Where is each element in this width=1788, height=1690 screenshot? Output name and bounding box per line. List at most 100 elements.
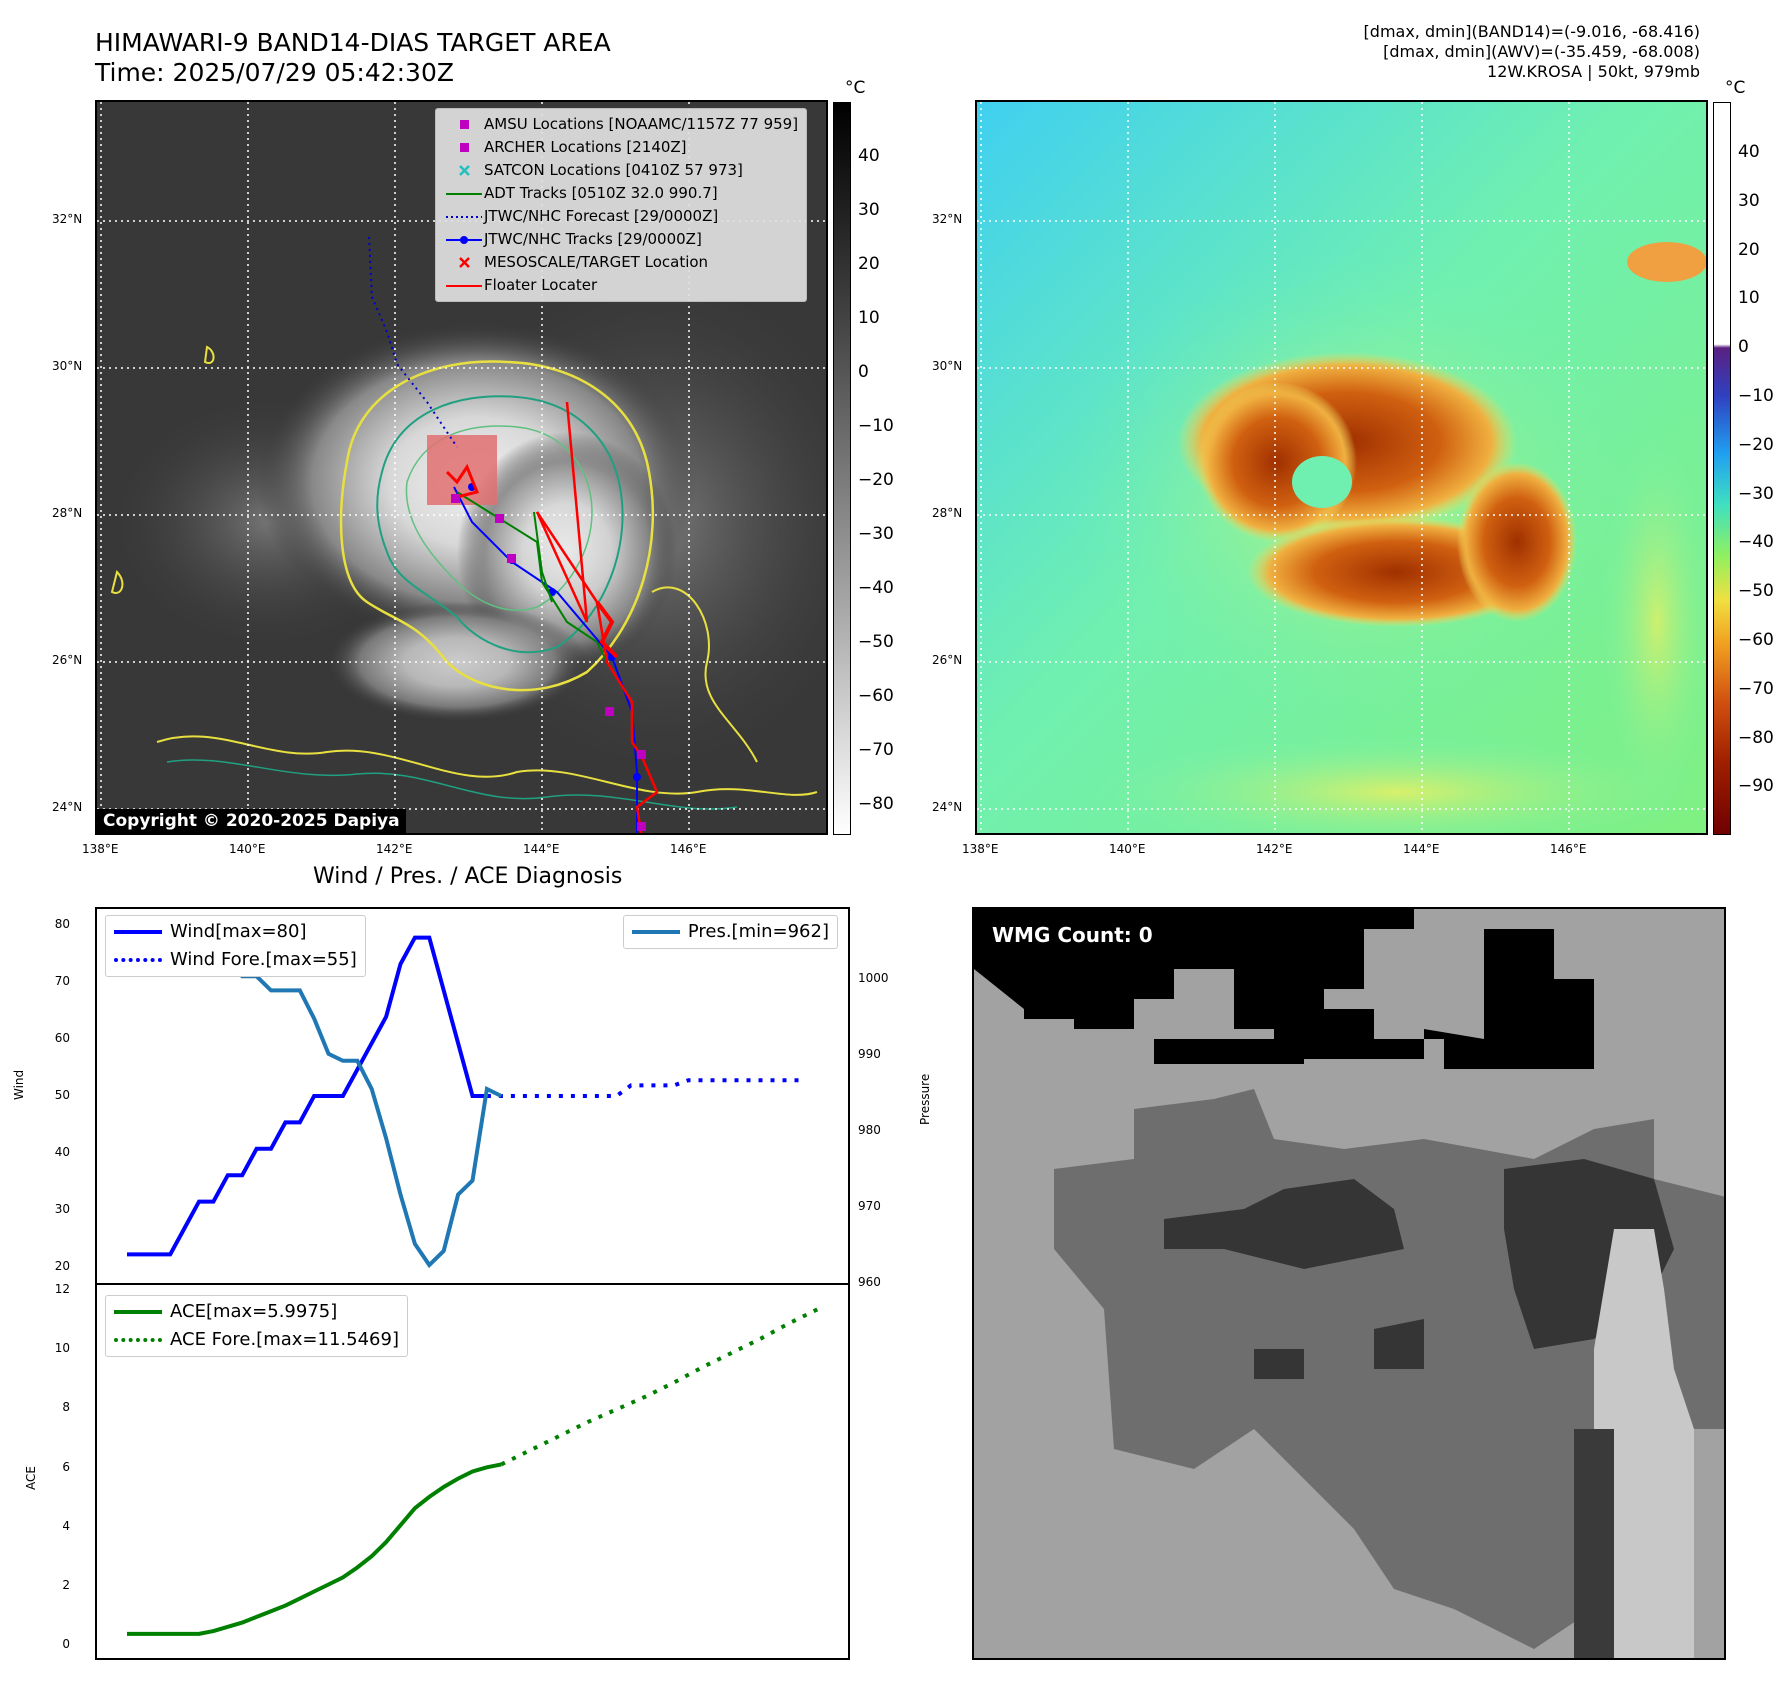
colorbar-tick-label: −80 xyxy=(858,794,894,814)
colorbar-tick-label: −10 xyxy=(1738,386,1774,406)
solid-line-icon xyxy=(631,930,680,934)
ir-colorbar xyxy=(833,102,851,835)
pressure-axis-label: Pressure xyxy=(918,1073,932,1125)
legend-item: ARCHER Locations [2140Z] xyxy=(444,136,798,159)
lon-label: 146°E xyxy=(670,842,707,856)
legend-item: JTWC/NHC Tracks [29/0000Z] xyxy=(444,228,798,251)
solid-line-icon xyxy=(114,1310,162,1314)
axis-tick-label: 70 xyxy=(54,974,70,988)
colorbar-unit: °C xyxy=(1725,78,1746,98)
wind-series-line xyxy=(127,935,487,1257)
ir-map-panel: AMSU Locations [NOAAMC/1157Z 77 959] ARC… xyxy=(95,100,828,835)
wind-axis-label: Wind xyxy=(12,1069,26,1100)
lon-label: 138°E xyxy=(962,842,999,856)
square-marker-icon xyxy=(444,113,484,136)
lon-label: 144°E xyxy=(1403,842,1440,856)
lon-label: 140°E xyxy=(229,842,266,856)
colorbar-tick-label: 10 xyxy=(858,308,880,328)
legend-item: Wind Fore.[max=55] xyxy=(114,946,357,974)
colorbar-tick-label: −30 xyxy=(858,524,894,544)
axis-tick-label: 990 xyxy=(858,1047,881,1061)
lat-label: 28°N xyxy=(932,506,963,520)
colorbar-tick-label: −70 xyxy=(858,740,894,760)
axis-tick-label: 6 xyxy=(62,1459,70,1474)
colorbar-tick-label: −60 xyxy=(858,686,894,706)
awv-map-image xyxy=(977,102,1706,833)
lon-label: 140°E xyxy=(1109,842,1146,856)
colorbar-tick-label: 20 xyxy=(1738,239,1760,260)
chart-time: Time: 2025/07/29 05:42:30Z xyxy=(95,58,454,87)
lat-label: 24°N xyxy=(52,800,83,814)
info-band14: [dmax, dmin](BAND14)=(-9.016, -68.416) xyxy=(1363,22,1700,41)
axis-tick-label: 40 xyxy=(54,1145,70,1159)
axis-tick-label: 50 xyxy=(54,1088,70,1102)
pressure-legend: Pres.[min=962] xyxy=(622,915,838,949)
line-dot-icon xyxy=(444,228,484,251)
colorbar-tick-label: −50 xyxy=(1738,581,1774,602)
lon-label: 142°E xyxy=(1256,842,1293,856)
colorbar-tick-label: −10 xyxy=(858,416,894,436)
lon-label: 142°E xyxy=(376,842,413,856)
axis-tick-label: 30 xyxy=(54,1202,70,1216)
diagnosis-title: Wind / Pres. / ACE Diagnosis xyxy=(313,864,623,889)
axis-tick-label: 970 xyxy=(858,1199,881,1213)
axis-tick-label: 12 xyxy=(54,1282,70,1296)
wind-legend: Wind[max=80] Wind Fore.[max=55] xyxy=(105,915,366,977)
axis-tick-label: 1000 xyxy=(858,971,889,985)
colorbar-tick-label: 30 xyxy=(1738,190,1760,211)
lat-label: 30°N xyxy=(52,359,83,373)
lat-label: 24°N xyxy=(932,800,963,814)
wind-forecast-line xyxy=(486,1078,804,1098)
colorbar-tick-label: 10 xyxy=(1738,288,1760,309)
legend-item: Pres.[min=962] xyxy=(631,918,829,946)
axis-tick-label: 10 xyxy=(54,1341,70,1356)
lat-label: 26°N xyxy=(932,653,963,667)
axis-tick-label: 2 xyxy=(62,1577,70,1592)
axis-tick-label: 980 xyxy=(858,1123,881,1137)
square-marker-icon xyxy=(444,136,484,159)
copyright-label: Copyright © 2020-2025 Dapiya xyxy=(97,809,406,833)
colorbar-tick-label: −70 xyxy=(1738,678,1774,699)
colorbar-tick-label: −20 xyxy=(1738,434,1774,455)
ace-plot xyxy=(127,1307,819,1636)
colorbar-tick-label: 40 xyxy=(858,146,880,166)
legend-item: ADT Tracks [0510Z 32.0 990.7] xyxy=(444,182,798,205)
solid-line-icon xyxy=(114,930,162,934)
lat-label: 32°N xyxy=(932,212,963,226)
colorbar-unit: °C xyxy=(845,78,866,98)
x-marker-icon xyxy=(444,159,484,182)
ace-axis-label: ACE xyxy=(24,1466,38,1490)
wmg-image xyxy=(974,909,1724,1658)
lat-label: 26°N xyxy=(52,653,83,667)
info-block: [dmax, dmin](BAND14)=(-9.016, -68.416) [… xyxy=(1364,22,1700,82)
chart-title: HIMAWARI-9 BAND14-DIAS TARGET AREA xyxy=(95,28,611,57)
wind-pressure-panel: Wind[max=80] Wind Fore.[max=55] Pres.[mi… xyxy=(95,907,850,1285)
info-storm: 12W.KROSA | 50kt, 979mb xyxy=(1487,62,1700,81)
lat-label: 28°N xyxy=(52,506,83,520)
x-marker-icon xyxy=(444,251,484,274)
ace-forecast-line xyxy=(500,1307,819,1467)
ace-series-line xyxy=(127,1462,502,1636)
colorbar-tick-label: −40 xyxy=(1738,532,1774,553)
colorbar-tick-label: 0 xyxy=(858,362,869,382)
lat-label: 30°N xyxy=(932,359,963,373)
awv-map-panel xyxy=(975,100,1708,835)
legend-item: Floater Locater xyxy=(444,274,798,297)
axis-tick-label: 4 xyxy=(62,1518,70,1533)
colorbar-tick-label: 30 xyxy=(858,200,880,220)
colorbar-tick-label: −30 xyxy=(1738,483,1774,504)
colorbar-tick-label: 0 xyxy=(1738,337,1749,358)
colorbar-tick-label: −50 xyxy=(858,632,894,652)
legend-item: ACE Fore.[max=11.5469] xyxy=(114,1326,399,1354)
lon-label: 138°E xyxy=(82,842,119,856)
colorbar-tick-label: 20 xyxy=(858,254,880,274)
legend-item: MESOSCALE/TARGET Location xyxy=(444,251,798,274)
dotted-line-icon xyxy=(444,205,484,228)
axis-tick-label: 8 xyxy=(62,1400,70,1415)
colorbar-tick-label: −20 xyxy=(858,470,894,490)
axis-tick-label: 960 xyxy=(858,1275,881,1289)
line-marker-icon xyxy=(444,182,484,205)
axis-tick-label: 0 xyxy=(62,1637,70,1651)
legend-item: Wind[max=80] xyxy=(114,918,357,946)
info-awv: [dmax, dmin](AWV)=(-35.459, -68.008) xyxy=(1383,42,1700,61)
